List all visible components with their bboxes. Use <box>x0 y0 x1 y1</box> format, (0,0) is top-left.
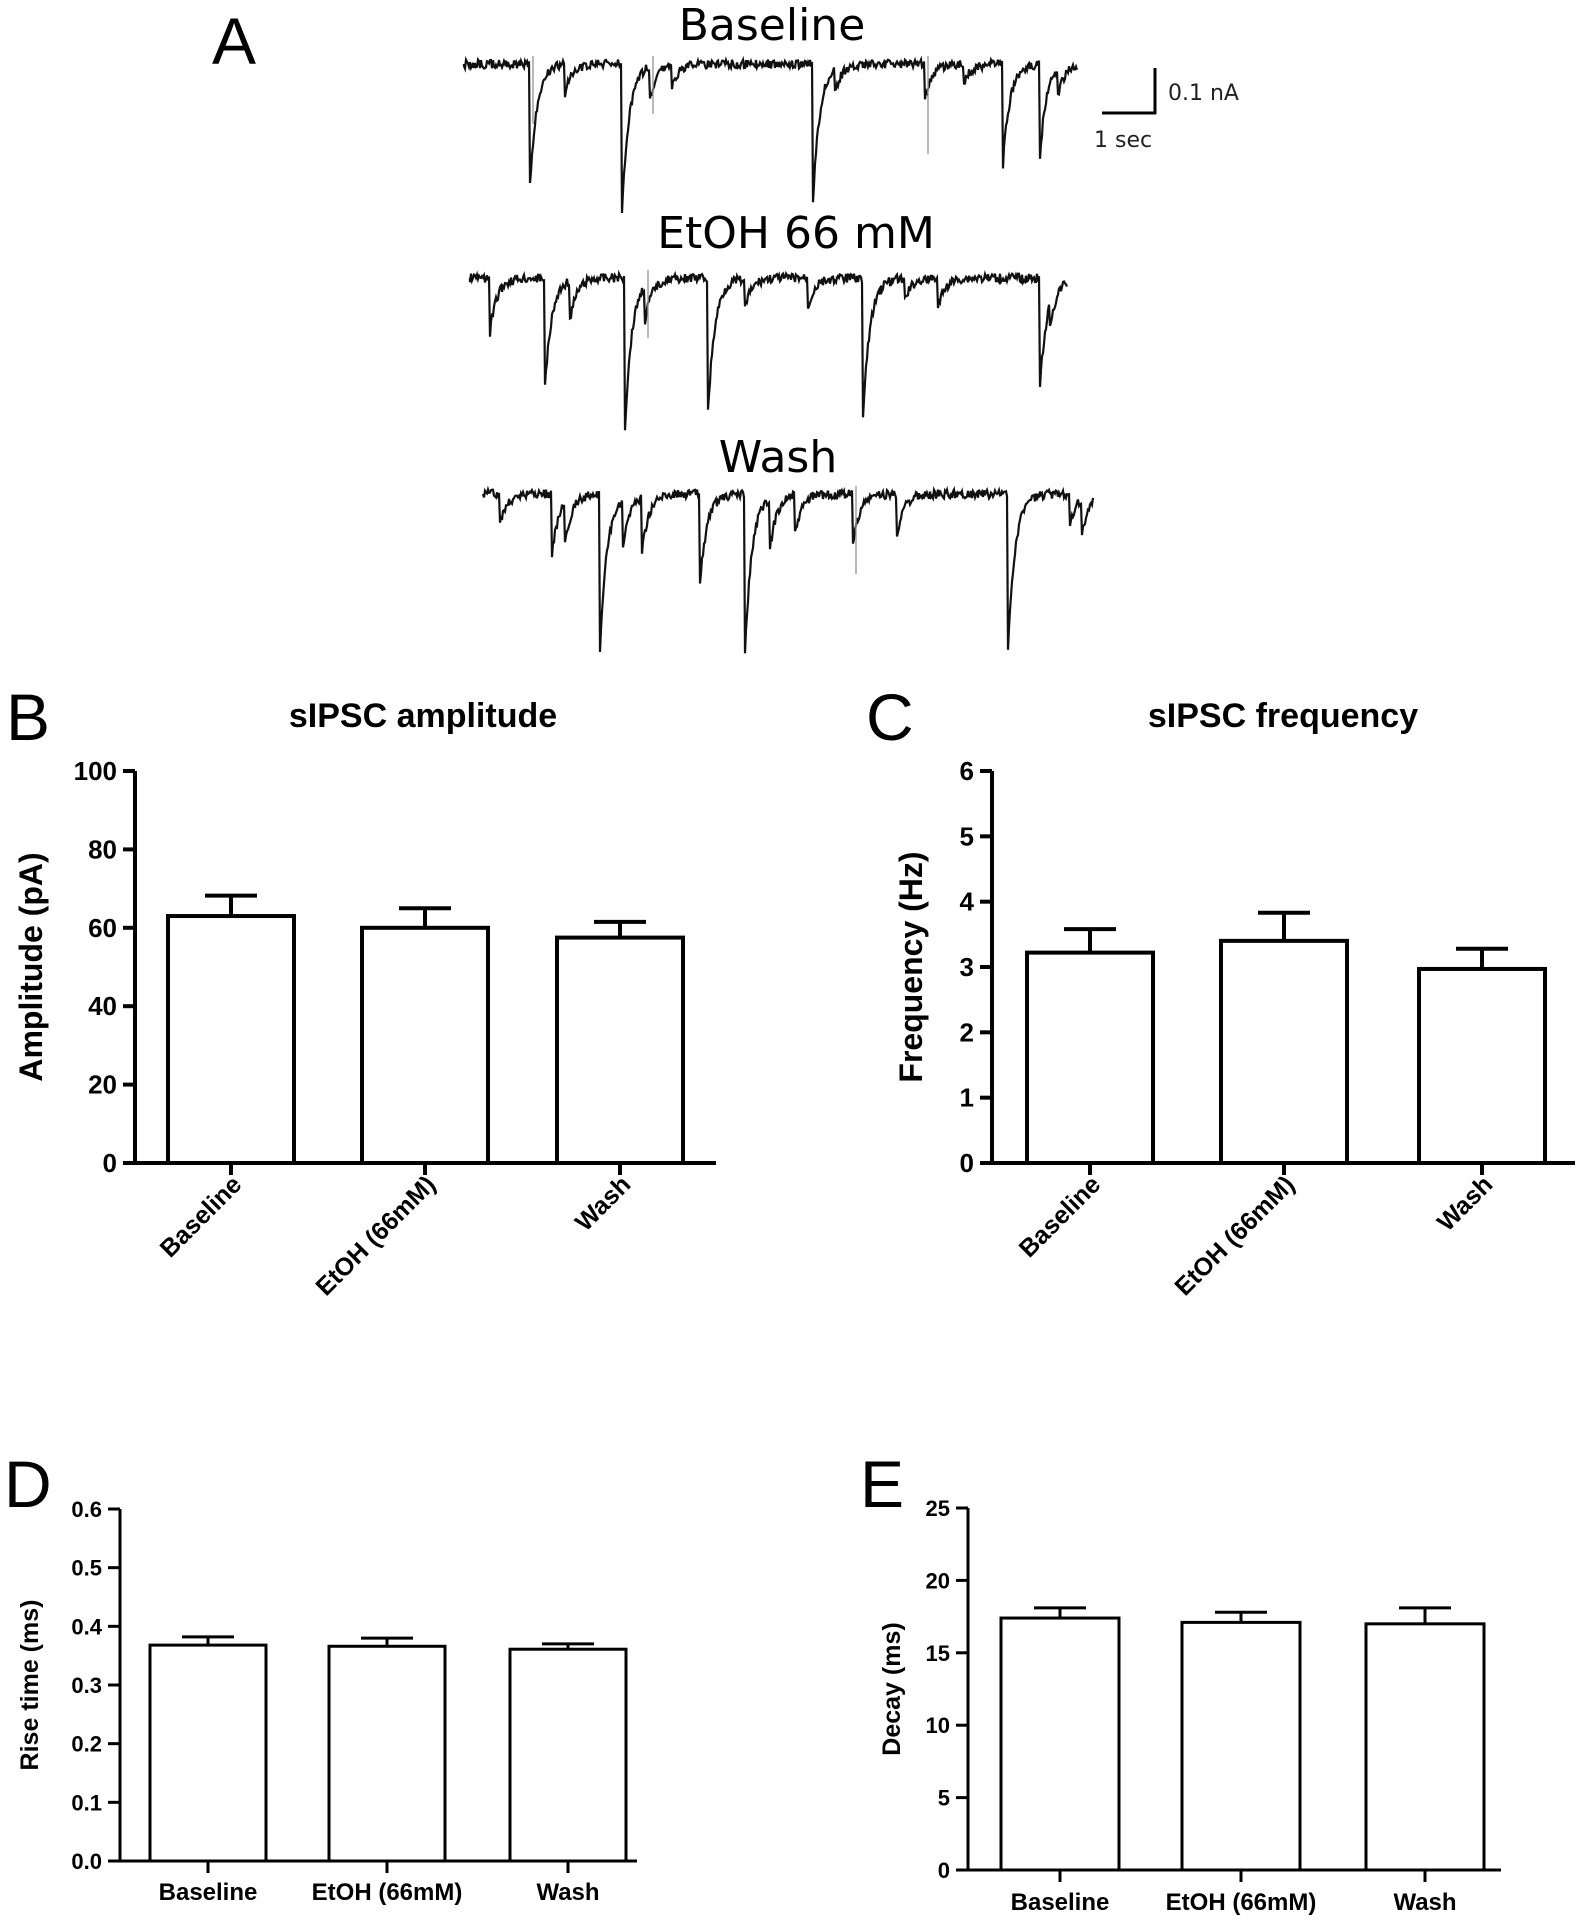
bar-baseline <box>999 1616 1121 1872</box>
y-tick-label: 60 <box>88 913 117 943</box>
y-axis-label: Decay (ms) <box>878 1622 906 1755</box>
x-category-label: Wash <box>570 1170 636 1236</box>
y-tick-label: 0.6 <box>71 1497 102 1522</box>
trace-label-baseline: Baseline <box>679 0 866 51</box>
panel-b-letter: B <box>6 680 50 754</box>
y-tick-label: 0.4 <box>71 1614 102 1639</box>
bar-wash <box>1364 1622 1486 1872</box>
y-tick-label: 5 <box>960 821 974 851</box>
y-tick-label: 100 <box>74 756 117 786</box>
x-category-label: Baseline <box>155 1170 248 1263</box>
bar-etoh-66mm- <box>1219 938 1349 1165</box>
chart-title: sIPSC frequency <box>1148 697 1418 735</box>
x-category-label: Baseline <box>1011 1889 1110 1916</box>
y-tick-label: 6 <box>960 756 974 786</box>
x-category-label: Wash <box>1393 1889 1456 1916</box>
y-tick-label: 25 <box>926 1496 950 1521</box>
y-tick-label: 0.1 <box>71 1790 102 1815</box>
bar-etoh-66mm- <box>360 925 490 1165</box>
y-tick-label: 3 <box>960 952 974 982</box>
y-tick-label: 0 <box>960 1148 974 1178</box>
y-tick-label: 0.2 <box>71 1732 102 1757</box>
trace-label-etoh: EtOH 66 mM <box>657 208 935 259</box>
x-category-label: EtOH (66mM) <box>1166 1889 1317 1916</box>
y-tick-label: 0.0 <box>71 1849 102 1874</box>
x-category-label: Wash <box>536 1879 599 1906</box>
y-tick-label: 15 <box>926 1641 950 1666</box>
scale-bar-current-label: 0.1 nA <box>1168 81 1239 106</box>
y-axis-label: Amplitude (pA) <box>13 852 49 1081</box>
panel-e-letter: E <box>860 1447 904 1521</box>
x-category-label: Baseline <box>159 1879 258 1906</box>
sipsc-trace-baseline <box>462 55 1079 214</box>
y-tick-label: 5 <box>938 1786 950 1811</box>
panel-a-letter: A <box>212 4 256 78</box>
y-tick-label: 80 <box>88 834 117 864</box>
chart-title: sIPSC amplitude <box>289 697 557 735</box>
y-tick-label: 4 <box>960 887 975 917</box>
trace-line <box>462 55 1079 214</box>
bar-wash <box>508 1647 628 1863</box>
trace-label-wash: Wash <box>719 432 837 483</box>
y-tick-label: 0.5 <box>71 1556 102 1581</box>
scale-bar-time-label: 1 sec <box>1094 128 1152 153</box>
x-category-label: EtOH (66mM) <box>1169 1170 1300 1301</box>
y-axis-label: Frequency (Hz) <box>893 851 929 1082</box>
y-tick-label: 0 <box>938 1858 950 1883</box>
bar-wash <box>555 935 685 1165</box>
y-tick-label: 10 <box>926 1713 950 1738</box>
x-category-label: Baseline <box>1014 1170 1107 1263</box>
bar-baseline <box>148 1643 268 1863</box>
bar-baseline <box>1025 950 1155 1165</box>
panel-d-chart: D Rise time (ms) 0.0 0.1 0.2 0.3 0.4 0.5 0.6 Base… <box>4 1447 637 1906</box>
panel-d-letter: D <box>4 1447 52 1521</box>
bar-etoh-66mm- <box>1180 1620 1302 1872</box>
sipsc-trace-wash <box>481 485 1095 654</box>
sipsc-trace-etoh <box>468 269 1069 431</box>
scale-bar: 0.1 nA 1 sec <box>1094 68 1239 153</box>
y-axis-label: Rise time (ms) <box>16 1600 44 1771</box>
y-tick-label: 0.3 <box>71 1673 102 1698</box>
panel-a: A Baseline EtOH 66 mM Wash 0.1 nA 1 sec <box>212 0 1239 654</box>
y-tick-label: 20 <box>88 1070 117 1100</box>
x-category-label: EtOH (66mM) <box>310 1170 441 1301</box>
bar-wash <box>1417 966 1547 1166</box>
panel-e-chart: E Decay (ms) 0 5 10 15 20 25 Baseline EtOH (66mM)… <box>860 1447 1501 1916</box>
bar-etoh-66mm- <box>327 1644 447 1863</box>
panel-c-letter: C <box>866 680 914 754</box>
y-tick-label: 20 <box>926 1568 950 1593</box>
y-tick-label: 40 <box>88 991 117 1021</box>
y-tick-label: 0 <box>103 1148 117 1178</box>
bar-baseline <box>166 914 296 1165</box>
trace-line <box>468 269 1069 431</box>
trace-line <box>481 485 1095 654</box>
x-category-label: EtOH (66mM) <box>312 1879 463 1906</box>
y-tick-label: 1 <box>960 1083 974 1113</box>
x-category-label: Wash <box>1432 1170 1498 1236</box>
y-tick-label: 2 <box>960 1017 974 1047</box>
